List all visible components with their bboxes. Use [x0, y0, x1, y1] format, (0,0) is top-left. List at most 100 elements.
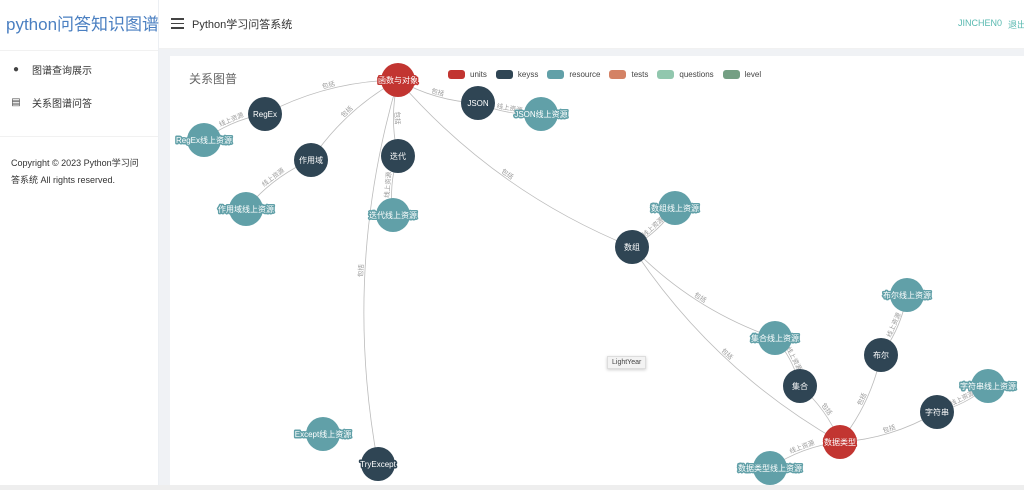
node-circle	[187, 123, 221, 157]
graph-link[interactable]	[631, 246, 841, 443]
node-circle	[753, 451, 787, 485]
legend-item-resource[interactable]: resource	[547, 70, 600, 79]
list-icon: ▤	[11, 97, 21, 108]
graph-node[interactable]: 集合	[783, 369, 817, 403]
scrollbar[interactable]	[0, 485, 1024, 490]
link-label: 线上资源	[884, 311, 903, 339]
node-label: 字符串线上资源	[960, 381, 1016, 391]
legend-swatch	[495, 70, 513, 79]
node-circle	[381, 63, 415, 97]
node-label: RegEx	[253, 110, 277, 119]
node-label: 作用域线上资源	[218, 204, 274, 214]
node-circle	[658, 191, 692, 225]
graph-node[interactable]: 数据类型线上资源	[737, 451, 804, 485]
link-label: 包括	[393, 112, 402, 126]
legend-label: tests	[631, 70, 649, 79]
legend-swatch	[448, 70, 465, 79]
node-label: 数组线上资源	[651, 203, 699, 213]
legend-item-questions[interactable]: questions	[657, 70, 714, 79]
link-label: 包括	[720, 346, 736, 362]
top-header: Python学习问答系统 JINCHEN0 退出	[159, 0, 1024, 49]
sidebar-item-label: 图谱查询展示	[32, 66, 92, 77]
node-circle	[783, 369, 817, 403]
node-circle	[864, 338, 898, 372]
node-label: 函数与对象	[378, 75, 418, 85]
graph-node[interactable]: 集合线上资源	[750, 321, 801, 355]
node-label: JSON	[467, 99, 489, 108]
sidebar-item-label: 关系图谱问答	[32, 99, 92, 110]
node-circle	[361, 447, 395, 481]
node-circle	[461, 86, 495, 120]
legend-swatch	[609, 70, 627, 79]
legend: units keyss resource tests questions level	[448, 70, 770, 79]
graph-node[interactable]: 布尔线上资源	[882, 278, 933, 312]
link-label: 线上资源	[788, 438, 816, 456]
graph-link[interactable]	[631, 246, 776, 339]
graph-node[interactable]: TryExcept	[359, 447, 398, 481]
menu-toggle-icon[interactable]	[171, 18, 184, 29]
graph-node[interactable]: 布尔	[864, 338, 898, 372]
link-label: 包括	[321, 79, 336, 91]
graph-node[interactable]: JSON线上资源	[513, 97, 569, 131]
graph-node[interactable]: 字符串	[920, 395, 954, 429]
divider	[0, 136, 158, 137]
graph-node[interactable]: 字符串线上资源	[959, 369, 1018, 403]
graph-card: 包括 包括 包括 包括 包括 包括 线上资源 线上资源 线上资源 线上资源 线上资源 包括 包括 线上资源…	[170, 56, 1024, 490]
node-label: 数据类型线上资源	[738, 463, 802, 473]
node-label: 字符串	[925, 407, 949, 417]
node-circle	[229, 192, 263, 226]
graph-link[interactable]	[397, 79, 633, 248]
graph-node[interactable]: 迭代线上资源	[368, 198, 419, 232]
node-circle	[615, 230, 649, 264]
card-title: 关系图普	[189, 72, 238, 86]
sidebar-item-graph-qa[interactable]: ▤ 关系图谱问答	[0, 86, 158, 119]
copyright: Copyright © 2023 Python学习问答系统 All rights…	[11, 158, 139, 185]
graph-node[interactable]: 作用域线上资源	[217, 192, 276, 226]
node-circle	[971, 369, 1005, 403]
graph-node[interactable]: 函数与对象	[377, 63, 420, 97]
link-label: 包括	[430, 86, 445, 98]
node-label: 数组	[624, 242, 640, 252]
graph-node[interactable]: 作用域	[294, 143, 328, 177]
legend-item-tests[interactable]: tests	[609, 70, 648, 79]
link-label: 线上资源	[382, 171, 393, 198]
node-label: 布尔线上资源	[883, 290, 931, 300]
link-label: 线上资源	[217, 110, 245, 129]
palette-icon: ●	[12, 64, 20, 75]
logout-link[interactable]: 退出	[1008, 20, 1024, 30]
node-label: 集合	[792, 381, 808, 391]
graph-node[interactable]: RegEx	[248, 97, 282, 131]
legend-swatch	[547, 70, 565, 79]
graph-node[interactable]: 数据类型	[823, 425, 858, 459]
node-label: Except线上资源	[295, 429, 351, 439]
node-label: 迭代线上资源	[369, 210, 417, 220]
legend-swatch	[722, 70, 740, 79]
username[interactable]: JINCHEN0	[957, 18, 1002, 28]
link-label: 线上资源	[260, 165, 287, 188]
graph-node[interactable]: RegEx线上资源	[174, 123, 234, 157]
graph-node[interactable]: 迭代	[381, 139, 415, 173]
graph-node[interactable]: 数组线上资源	[650, 191, 701, 225]
sidebar: python问答知识图谱 ● 图谱查询展示 ▤ 关系图谱问答 Copyright…	[0, 0, 159, 490]
legend-item-keyss[interactable]: keyss	[495, 70, 538, 79]
graph-node[interactable]: 数组	[615, 230, 649, 264]
node-label: 集合线上资源	[751, 333, 799, 343]
sidebar-item-graph-query[interactable]: ● 图谱查询展示	[0, 53, 158, 86]
legend-item-level[interactable]: level	[722, 70, 761, 79]
node-label: RegEx线上资源	[176, 135, 232, 145]
legend-label: questions	[679, 70, 714, 79]
graph-node[interactable]: JSON	[461, 86, 495, 120]
node-circle	[294, 143, 328, 177]
link-label: 包括	[693, 290, 709, 305]
app-logo[interactable]: python问答知识图谱	[0, 0, 159, 51]
graph-node[interactable]: Except线上资源	[293, 417, 353, 451]
legend-item-units[interactable]: units	[448, 70, 487, 79]
legend-label: units	[470, 70, 487, 79]
node-label: 迭代	[390, 151, 406, 161]
legend-swatch	[657, 70, 675, 79]
link-label: 包括	[881, 422, 897, 435]
node-circle	[758, 321, 792, 355]
graph-link[interactable]	[363, 79, 399, 465]
link-label: 包括	[500, 166, 516, 181]
